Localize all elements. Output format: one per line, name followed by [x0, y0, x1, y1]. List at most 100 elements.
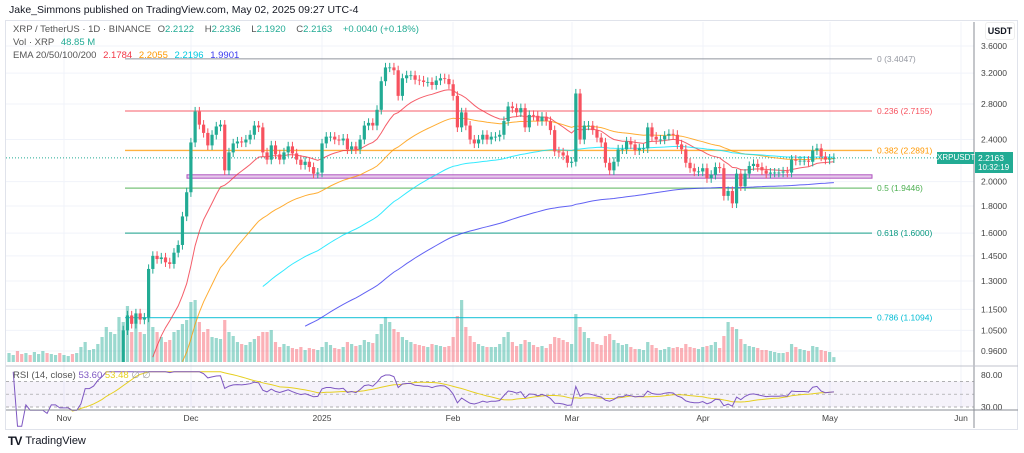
- candle-body: [709, 174, 713, 179]
- candle-body: [214, 126, 218, 135]
- volume-bar: [451, 337, 455, 362]
- volume-bar: [28, 355, 32, 362]
- volume-bar: [197, 322, 201, 362]
- volume-bar: [350, 344, 354, 362]
- volume-bar: [561, 340, 565, 362]
- volume-bar: [421, 346, 426, 362]
- ema100-line: [262, 145, 834, 287]
- symbol-title[interactable]: XRP / TetherUS · 1D · BINANCE: [13, 24, 151, 35]
- candle-body: [802, 160, 806, 162]
- volume-bar: [142, 334, 146, 362]
- time-tick-label: Dec: [183, 413, 199, 423]
- candle-body: [295, 153, 299, 160]
- candle-body: [388, 67, 392, 69]
- symbol-price-tag: XRPUSDT: [937, 152, 976, 164]
- volume-bar: [464, 327, 468, 362]
- ema-label[interactable]: EMA 20/50/100/200: [13, 50, 97, 61]
- volume-bar: [641, 350, 646, 362]
- volume-bar: [366, 342, 371, 362]
- hidden-value-icon: ∅ ∅: [131, 370, 151, 381]
- volume-bar: [773, 352, 777, 362]
- volume-bar: [295, 349, 299, 362]
- volume-bar: [586, 338, 591, 362]
- volume-bar: [400, 337, 404, 362]
- candle-body: [142, 317, 146, 320]
- candle-body: [125, 315, 130, 331]
- volume-bar: [273, 342, 278, 362]
- volume-bar: [218, 339, 223, 362]
- volume-bar: [624, 344, 629, 362]
- candle-body: [138, 313, 142, 320]
- axes: Nov Dec 2025 Feb Mar Apr May Jun 3.6000 3.2000 2.8…: [6, 22, 1018, 428]
- volume-bar: [599, 345, 603, 362]
- candle-body: [379, 81, 383, 110]
- volume-bar: [256, 336, 261, 362]
- candle-body: [147, 268, 151, 318]
- volume-bar: [328, 345, 333, 362]
- candle-body: [168, 262, 172, 264]
- volume-bar: [11, 355, 15, 362]
- price-tick-label: 2.4000: [981, 135, 1007, 145]
- volume-bar: [354, 346, 358, 362]
- volume-bar: [823, 351, 827, 362]
- time-tick-label: Feb: [446, 413, 461, 423]
- candle-body: [400, 78, 404, 96]
- volume-bar: [785, 352, 789, 362]
- candle-body: [362, 125, 366, 140]
- volume-bar: [388, 322, 392, 362]
- candle-body: [794, 159, 798, 161]
- volume-bar: [227, 332, 231, 362]
- low-value: 2.1920: [256, 24, 286, 35]
- tradingview-logo-icon: TV: [8, 434, 22, 448]
- price-tick-label: 1.4500: [981, 251, 1007, 261]
- chart-frame: [5, 20, 1018, 430]
- volume-bar: [87, 350, 91, 362]
- volume-bar: [548, 344, 553, 362]
- volume-bar: [223, 320, 227, 362]
- candle-body: [574, 93, 578, 162]
- currency-button[interactable]: USDT: [985, 22, 1015, 40]
- volume-bar: [802, 350, 806, 362]
- candle-body: [311, 167, 316, 174]
- candle-body: [358, 139, 362, 150]
- candle-body: [815, 148, 819, 151]
- fib-level-label: 0.786 (1.1094): [877, 313, 932, 323]
- candle-body: [515, 108, 519, 113]
- price-tick-label: 2.8000: [981, 99, 1007, 109]
- tradingview-logo[interactable]: TV TradingView: [8, 434, 86, 448]
- candle-body: [121, 330, 125, 362]
- volume-bar: [650, 345, 654, 362]
- time-tick-label: Mar: [565, 413, 580, 423]
- price-tick-label: 1.6000: [981, 228, 1007, 238]
- candle-body: [823, 156, 827, 160]
- volume-bar: [806, 351, 811, 362]
- candle-body: [282, 152, 286, 160]
- volume-bar: [616, 343, 620, 362]
- candle-body: [726, 191, 730, 196]
- volume-bar: [172, 332, 176, 362]
- volume-bar: [176, 330, 180, 362]
- rsi-label[interactable]: RSI (14, close): [13, 370, 76, 381]
- candle-body: [438, 78, 443, 81]
- volume-bar: [206, 329, 210, 362]
- candle-body: [316, 172, 320, 174]
- candle-body: [722, 168, 726, 196]
- fib-level-label: 0.5 (1.9446): [877, 183, 923, 193]
- candle-body: [616, 149, 620, 162]
- volume-bar: [811, 346, 815, 362]
- volume-label[interactable]: Vol · XRP: [13, 37, 55, 48]
- time-tick-label: Jun: [954, 413, 968, 423]
- candle-body: [324, 136, 328, 144]
- candle-body: [485, 134, 489, 140]
- candle-body: [206, 132, 210, 146]
- rsi-pane: 80.00 30.00: [6, 370, 1003, 427]
- volume-bar: [443, 347, 447, 362]
- volume-bar: [751, 347, 756, 362]
- volume-bar: [49, 354, 53, 362]
- volume-bar: [764, 350, 768, 362]
- candle-body: [692, 168, 696, 172]
- volume-bar: [417, 345, 421, 362]
- volume-bar: [794, 347, 798, 362]
- volume-bar: [341, 347, 345, 362]
